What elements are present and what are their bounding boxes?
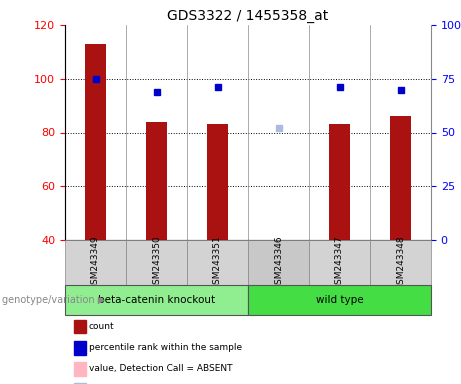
Bar [390,116,411,240]
Bar [309,240,370,285]
Bar [248,240,309,285]
Title: GDS3322 / 1455358_at: GDS3322 / 1455358_at [167,8,329,23]
Text: percentile rank within the sample: percentile rank within the sample [89,343,242,352]
Text: count: count [89,322,115,331]
Text: GSM243351: GSM243351 [213,235,222,290]
Text: GSM243349: GSM243349 [91,235,100,290]
Bar [187,240,248,285]
Text: GSM243348: GSM243348 [396,235,405,290]
Bar [146,122,167,240]
Text: genotype/variation ▶: genotype/variation ▶ [2,295,106,305]
Bar [85,44,106,240]
Bar [65,240,126,285]
Bar [126,240,187,285]
Bar [248,285,431,315]
Text: GSM243347: GSM243347 [335,235,344,290]
Text: GSM243350: GSM243350 [152,235,161,290]
Text: wild type: wild type [316,295,363,305]
Bar [329,124,350,240]
Bar [207,124,228,240]
Bar [370,240,431,285]
Text: beta-catenin knockout: beta-catenin knockout [98,295,215,305]
Text: value, Detection Call = ABSENT: value, Detection Call = ABSENT [89,364,232,373]
Bar [65,285,248,315]
Text: GSM243346: GSM243346 [274,235,283,290]
